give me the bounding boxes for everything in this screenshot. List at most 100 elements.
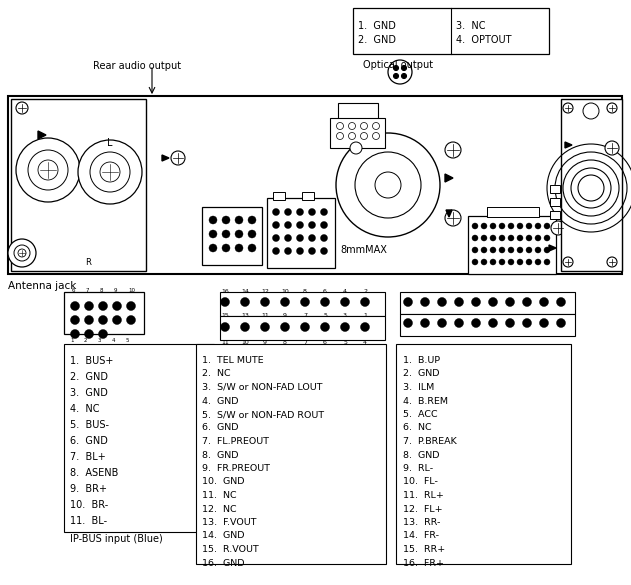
Circle shape <box>488 318 497 328</box>
Circle shape <box>261 298 269 307</box>
Text: 3: 3 <box>98 338 102 343</box>
Circle shape <box>309 235 316 242</box>
Circle shape <box>285 208 292 215</box>
Bar <box>11 99 146 271</box>
Circle shape <box>499 247 505 253</box>
Circle shape <box>481 259 487 265</box>
Circle shape <box>171 151 185 165</box>
Circle shape <box>98 315 107 325</box>
Text: 6: 6 <box>323 340 327 345</box>
Circle shape <box>401 66 406 71</box>
Circle shape <box>445 142 461 158</box>
Circle shape <box>261 322 269 332</box>
Circle shape <box>394 74 399 78</box>
Circle shape <box>350 142 362 154</box>
Text: 8mmMAX: 8mmMAX <box>340 245 387 255</box>
Circle shape <box>437 318 447 328</box>
Circle shape <box>490 223 496 229</box>
Circle shape <box>90 152 130 192</box>
Circle shape <box>517 235 523 241</box>
Text: 8.  ASENB: 8. ASENB <box>70 468 119 478</box>
Circle shape <box>563 257 573 267</box>
Polygon shape <box>445 174 453 182</box>
Circle shape <box>16 102 28 114</box>
Polygon shape <box>565 142 572 148</box>
Circle shape <box>517 223 523 229</box>
Text: 10: 10 <box>241 340 249 345</box>
Circle shape <box>445 210 461 226</box>
Text: 2.  GND: 2. GND <box>70 372 108 382</box>
Circle shape <box>321 222 327 229</box>
Circle shape <box>420 318 430 328</box>
Text: 12.  NC: 12. NC <box>202 504 237 514</box>
Text: 11.  BL-: 11. BL- <box>70 516 107 526</box>
Circle shape <box>607 257 617 267</box>
Circle shape <box>505 318 514 328</box>
Text: 2.  NC: 2. NC <box>202 370 230 378</box>
Text: L: L <box>107 138 112 148</box>
Bar <box>267 198 335 268</box>
Circle shape <box>544 235 550 241</box>
Circle shape <box>38 160 58 180</box>
Circle shape <box>309 222 316 229</box>
Circle shape <box>557 318 565 328</box>
Circle shape <box>285 235 292 242</box>
Circle shape <box>375 172 401 198</box>
Circle shape <box>583 103 599 119</box>
Circle shape <box>508 223 514 229</box>
Text: 9.  RL-: 9. RL- <box>403 464 433 473</box>
Circle shape <box>544 259 550 265</box>
Circle shape <box>281 298 290 307</box>
Circle shape <box>273 222 280 229</box>
Bar <box>550 198 560 206</box>
Circle shape <box>85 329 93 339</box>
Text: 1.  BUS+: 1. BUS+ <box>70 356 114 366</box>
Text: 7: 7 <box>86 288 90 293</box>
Text: 4: 4 <box>363 340 367 345</box>
Circle shape <box>394 66 399 71</box>
Text: 14.  FR-: 14. FR- <box>403 532 439 541</box>
Circle shape <box>78 140 142 204</box>
Text: 5: 5 <box>343 340 347 345</box>
Circle shape <box>490 235 496 241</box>
Circle shape <box>454 318 464 328</box>
Text: 9.  BR+: 9. BR+ <box>70 484 107 494</box>
Text: 2: 2 <box>84 338 88 343</box>
Text: 10.  BR-: 10. BR- <box>70 500 109 510</box>
Circle shape <box>209 244 217 252</box>
Circle shape <box>297 247 304 254</box>
Circle shape <box>526 235 532 241</box>
Text: 4.  B.REM: 4. B.REM <box>403 397 448 405</box>
Text: 9: 9 <box>114 288 117 293</box>
Circle shape <box>508 259 514 265</box>
Text: 7.  P.BREAK: 7. P.BREAK <box>403 437 457 446</box>
Circle shape <box>522 318 531 328</box>
Text: 14.  GND: 14. GND <box>202 532 244 541</box>
Bar <box>64 292 144 334</box>
Circle shape <box>285 247 292 254</box>
Text: 6: 6 <box>323 289 327 294</box>
Circle shape <box>490 259 496 265</box>
Circle shape <box>235 244 243 252</box>
Circle shape <box>297 235 304 242</box>
Text: 15.  R.VOUT: 15. R.VOUT <box>202 545 259 554</box>
Text: 14: 14 <box>241 289 249 294</box>
Circle shape <box>499 259 505 265</box>
Circle shape <box>544 247 550 253</box>
Circle shape <box>126 315 136 325</box>
Circle shape <box>360 298 370 307</box>
Circle shape <box>605 141 619 155</box>
Circle shape <box>18 249 26 257</box>
Text: 2.  GND: 2. GND <box>403 370 440 378</box>
Circle shape <box>14 245 30 261</box>
Text: 1: 1 <box>363 313 367 318</box>
Text: 1.  GND: 1. GND <box>358 21 396 31</box>
Text: 10.  FL-: 10. FL- <box>403 477 438 487</box>
Bar <box>196 344 386 564</box>
Text: 15.  RR+: 15. RR+ <box>403 545 445 554</box>
Text: 8.  GND: 8. GND <box>403 450 440 459</box>
Text: 2.  GND: 2. GND <box>358 35 396 45</box>
Circle shape <box>403 318 413 328</box>
Text: 1.  B.UP: 1. B.UP <box>403 356 440 365</box>
Circle shape <box>517 259 523 265</box>
